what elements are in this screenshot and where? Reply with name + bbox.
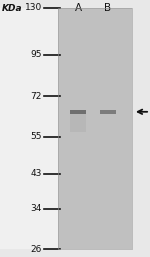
Bar [100,110,116,114]
Text: 34: 34 [31,204,42,213]
Text: 43: 43 [31,169,42,178]
Text: 72: 72 [31,92,42,101]
Text: 130: 130 [25,4,42,13]
Text: 55: 55 [30,132,42,141]
Text: A: A [74,3,82,13]
Bar [70,114,86,132]
Bar [70,110,86,114]
Text: B: B [104,3,112,13]
Bar [58,8,132,249]
Text: 26: 26 [31,244,42,253]
Bar [58,8,132,249]
Bar [0,8,58,249]
Text: KDa: KDa [2,4,23,13]
Text: 95: 95 [30,50,42,59]
